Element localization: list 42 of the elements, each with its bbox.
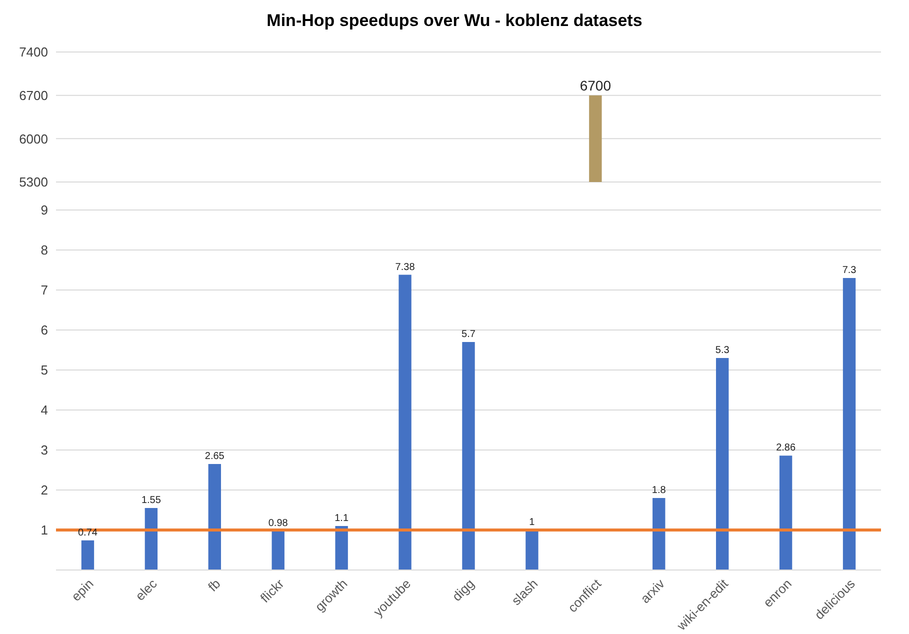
y-tick-label: 7 xyxy=(40,282,48,298)
y-tick-label: 6000 xyxy=(19,131,48,146)
chart-title: Min-Hop speedups over Wu - koblenz datasets xyxy=(266,10,644,32)
data-label: 5.3 xyxy=(715,345,730,356)
y-tick-label: 7400 xyxy=(19,44,48,60)
data-label: 1 xyxy=(529,517,536,528)
bar xyxy=(526,530,538,570)
bar xyxy=(398,274,412,570)
y-tick-label: 6700 xyxy=(19,88,48,103)
data-label: 6700 xyxy=(580,77,612,94)
y-tick-label: 3 xyxy=(40,442,48,458)
bar xyxy=(81,540,94,570)
y-tick-label: 4 xyxy=(40,402,48,418)
bar xyxy=(716,358,729,570)
x-tick-label: fb xyxy=(205,576,224,594)
bar xyxy=(208,464,221,570)
data-label: 1.1 xyxy=(334,513,349,524)
y-tick-label: 9 xyxy=(40,202,48,218)
y-tick-label: 2 xyxy=(40,482,48,498)
data-label: 7.3 xyxy=(842,265,857,276)
x-tick-label: digg xyxy=(449,576,478,604)
y-tick-label: 5300 xyxy=(19,174,48,190)
y-tick-label: 5 xyxy=(40,362,48,378)
data-label: 0.98 xyxy=(268,518,288,529)
data-label: 2.65 xyxy=(204,451,225,462)
bar xyxy=(462,342,475,570)
bar xyxy=(779,456,792,570)
bar xyxy=(335,526,348,570)
data-label: 1.55 xyxy=(141,495,162,506)
bar xyxy=(144,508,158,570)
data-label: 2.86 xyxy=(776,442,796,454)
bar xyxy=(842,278,856,570)
bar xyxy=(272,530,284,570)
x-tick-label: epin xyxy=(68,576,96,604)
y-tick-label: 8 xyxy=(40,242,48,258)
y-tick-label: 6 xyxy=(40,322,48,338)
y-tick-label: 1 xyxy=(40,522,48,538)
data-label: 5.7 xyxy=(462,329,476,340)
x-tick-label: elec xyxy=(132,576,160,604)
bar xyxy=(652,498,666,570)
data-label: 1.8 xyxy=(652,485,666,496)
data-label: 7.38 xyxy=(395,262,416,273)
